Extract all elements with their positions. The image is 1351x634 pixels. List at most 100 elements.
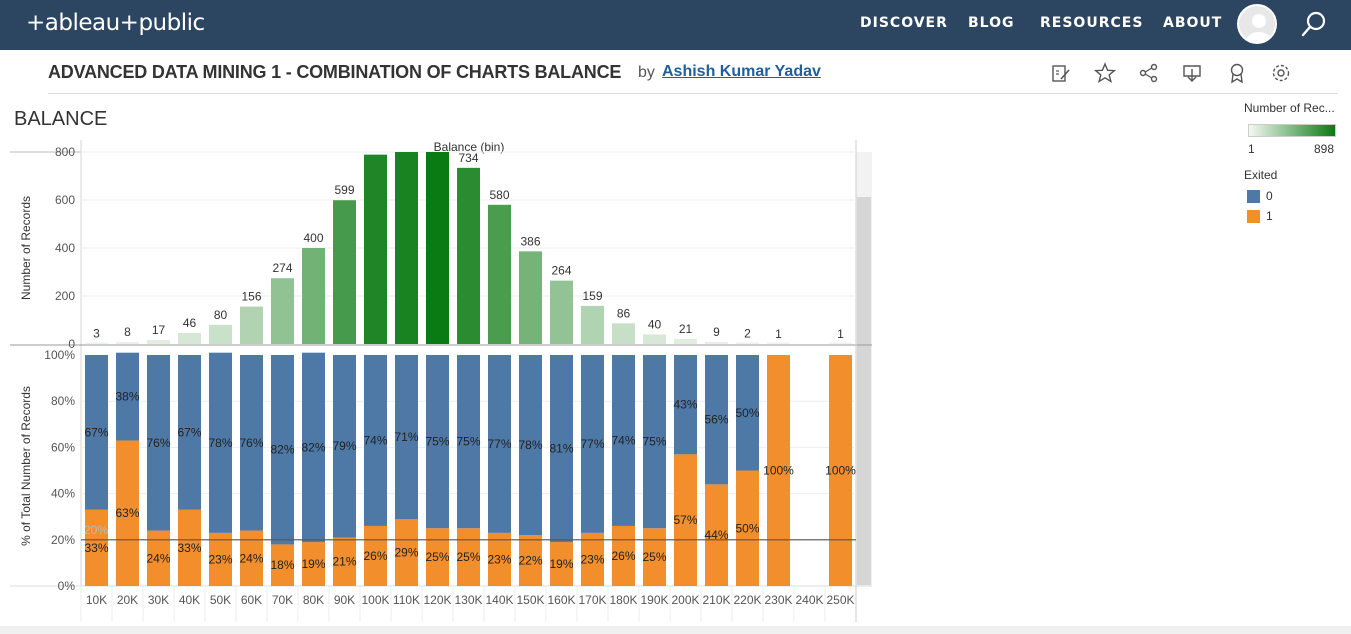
exited-0-swatch[interactable] bbox=[1247, 190, 1260, 203]
count-bar bbox=[674, 338, 697, 344]
exited-0-label: 79% bbox=[332, 439, 356, 453]
x-tick-label: 240K bbox=[795, 593, 823, 607]
exited-1-label: 29% bbox=[394, 546, 418, 560]
count-color-gradient bbox=[1248, 124, 1336, 137]
top-nav: +ableau+public DISCOVER BLOG RESOURCES A… bbox=[0, 0, 1351, 50]
x-tick-label: 200K bbox=[671, 593, 699, 607]
x-tick-label: 190K bbox=[640, 593, 668, 607]
exited-1-label: 23% bbox=[487, 552, 511, 566]
exited-1-label[interactable]: 1 bbox=[1266, 209, 1273, 223]
nav-resources[interactable]: RESOURCES bbox=[1040, 15, 1144, 31]
count-bar-label: 156 bbox=[241, 290, 261, 304]
exited-0-label: 76% bbox=[239, 436, 263, 450]
settings-gear-icon[interactable] bbox=[1270, 62, 1292, 84]
tableau-public-logo[interactable]: +ableau+public bbox=[26, 10, 205, 36]
favorite-star-icon[interactable] bbox=[1094, 62, 1116, 84]
exited-1-swatch[interactable] bbox=[1247, 210, 1260, 223]
exited-1-bar bbox=[364, 525, 387, 586]
exited-0-label: 67% bbox=[177, 425, 201, 439]
exited-1-bar bbox=[333, 537, 356, 586]
exited-0-label: 82% bbox=[270, 443, 294, 457]
edit-icon[interactable] bbox=[1050, 62, 1072, 84]
exited-1-bar bbox=[271, 544, 294, 586]
count-bar bbox=[519, 251, 542, 344]
exited-0-bar bbox=[426, 355, 449, 529]
download-icon[interactable] bbox=[1181, 62, 1203, 84]
x-tick-label: 20K bbox=[117, 593, 138, 607]
exited-0-label[interactable]: 0 bbox=[1266, 189, 1273, 203]
bottom-y-tick-label: 80% bbox=[51, 394, 75, 408]
exited-0-label: 74% bbox=[363, 433, 387, 447]
x-tick-label: 100K bbox=[361, 593, 389, 607]
exited-1-label: 23% bbox=[208, 552, 232, 566]
count-bar bbox=[767, 342, 790, 344]
x-tick-label: 160K bbox=[547, 593, 575, 607]
exited-0-bar bbox=[333, 355, 356, 538]
exited-1-bar bbox=[612, 525, 635, 586]
badge-icon[interactable] bbox=[1226, 62, 1248, 84]
viz-title: ADVANCED DATA MINING 1 - COMBINATION OF … bbox=[48, 62, 622, 82]
top-y-axis-title: Number of Records bbox=[19, 196, 33, 300]
nav-blog[interactable]: BLOG bbox=[968, 15, 1015, 31]
x-tick-label: 70K bbox=[272, 593, 293, 607]
exited-0-bar bbox=[457, 355, 480, 529]
user-icon bbox=[1246, 14, 1272, 42]
exited-0-bar bbox=[643, 355, 666, 529]
exited-0-label: 74% bbox=[611, 433, 635, 447]
share-icon[interactable] bbox=[1138, 62, 1160, 84]
reference-line-label: 20% bbox=[84, 523, 108, 537]
balance-chart[interactable]: Balance (bin) 0 200 400 600 800 Number of Reco… bbox=[0, 140, 880, 626]
exited-0-bar bbox=[488, 355, 511, 533]
count-legend-min: 1 bbox=[1248, 142, 1255, 156]
count-bar-label: 386 bbox=[520, 234, 540, 248]
count-bar-label: 17 bbox=[152, 323, 166, 337]
exited-0-label: 43% bbox=[673, 398, 697, 412]
bottom-y-tick-label: 40% bbox=[51, 487, 75, 501]
exited-0-label: 76% bbox=[146, 436, 170, 450]
count-bar bbox=[736, 342, 759, 344]
search-icon[interactable] bbox=[1300, 10, 1328, 38]
exited-0-label: 67% bbox=[84, 425, 108, 439]
count-bar bbox=[550, 280, 573, 344]
top-y-tick-label: 400 bbox=[55, 241, 75, 255]
count-bar bbox=[85, 342, 108, 344]
count-bar-label: 86 bbox=[617, 306, 631, 320]
exited-legend-title: Exited bbox=[1244, 168, 1278, 182]
count-bar bbox=[271, 278, 294, 344]
x-tick-label: 250K bbox=[826, 593, 854, 607]
count-bar-label: 580 bbox=[489, 188, 509, 202]
count-bar-label: 9 bbox=[713, 325, 720, 339]
x-tick-label: 60K bbox=[241, 593, 262, 607]
count-bar-label: 46 bbox=[183, 316, 197, 330]
exited-1-bar bbox=[519, 535, 542, 586]
exited-0-label: 71% bbox=[394, 430, 418, 444]
nav-discover[interactable]: DISCOVER bbox=[860, 15, 948, 31]
x-tick-label: 10K bbox=[86, 593, 107, 607]
exited-0-label: 78% bbox=[208, 436, 232, 450]
count-bar bbox=[333, 200, 356, 344]
count-bar bbox=[147, 339, 170, 344]
x-tick-label: 150K bbox=[516, 593, 544, 607]
count-bar-label: 599 bbox=[334, 183, 354, 197]
exited-1-bar bbox=[209, 532, 232, 586]
user-avatar[interactable] bbox=[1237, 4, 1277, 44]
count-bar bbox=[581, 305, 604, 344]
count-bar bbox=[829, 342, 852, 344]
exited-1-bar bbox=[147, 530, 170, 586]
bottom-y-axis-title: % of Total Number of Records bbox=[19, 386, 33, 546]
top-y-tick-label: 600 bbox=[55, 193, 75, 207]
exited-0-label: 78% bbox=[518, 438, 542, 452]
exited-1-bar bbox=[302, 542, 325, 586]
count-bar-label: 80 bbox=[214, 308, 228, 322]
count-legend-max: 898 bbox=[1314, 142, 1335, 156]
x-axis-title: Balance (bin) bbox=[434, 140, 505, 154]
count-bar bbox=[116, 342, 139, 344]
exited-1-bar bbox=[829, 355, 852, 586]
x-tick-label: 30K bbox=[148, 593, 169, 607]
count-bar bbox=[488, 204, 511, 344]
nav-about[interactable]: ABOUT bbox=[1163, 15, 1223, 31]
x-tick-label: 140K bbox=[485, 593, 513, 607]
count-bar-label: 8 bbox=[124, 325, 131, 339]
by-label: by bbox=[638, 64, 655, 81]
author-link[interactable]: Ashish Kumar Yadav bbox=[662, 63, 821, 80]
